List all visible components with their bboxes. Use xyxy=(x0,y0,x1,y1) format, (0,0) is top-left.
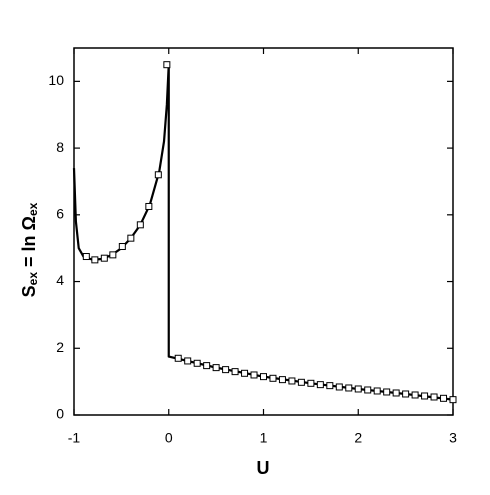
y-tick-label: 2 xyxy=(56,339,64,355)
marker xyxy=(203,362,211,370)
marker xyxy=(127,234,135,242)
marker xyxy=(260,373,267,381)
marker xyxy=(449,396,457,404)
marker xyxy=(100,254,108,262)
marker xyxy=(222,366,230,374)
y-tick-label: 8 xyxy=(56,139,64,155)
marker xyxy=(174,354,182,362)
marker xyxy=(82,253,90,261)
marker xyxy=(411,391,419,399)
marker xyxy=(316,381,324,389)
marker xyxy=(307,379,315,387)
x-tick-label: 0 xyxy=(165,430,173,446)
y-title-sub: ex xyxy=(26,202,40,216)
marker xyxy=(440,394,448,402)
marker xyxy=(430,393,438,401)
y-title-part: = ln Ω xyxy=(19,216,39,272)
marker xyxy=(212,364,220,372)
marker xyxy=(335,383,343,391)
x-axis-title: U xyxy=(257,458,270,478)
marker xyxy=(402,390,410,398)
marker xyxy=(136,221,144,229)
marker xyxy=(231,368,239,376)
marker xyxy=(383,388,391,396)
x-tick-label: 2 xyxy=(354,430,362,446)
marker xyxy=(421,392,429,400)
marker xyxy=(288,377,296,385)
marker xyxy=(109,251,117,259)
y-tick-label: 0 xyxy=(56,406,64,422)
marker xyxy=(145,202,153,210)
marker xyxy=(297,378,305,386)
marker xyxy=(184,357,192,365)
marker xyxy=(278,376,286,384)
x-tick-label: -1 xyxy=(68,430,81,446)
marker xyxy=(326,382,334,390)
y-axis-title: Sex = ln Ωex xyxy=(19,202,40,297)
marker xyxy=(163,61,171,69)
y-tick-label: 4 xyxy=(56,272,64,288)
data-line xyxy=(72,63,454,401)
marker xyxy=(373,387,381,395)
x-tick-label: 3 xyxy=(449,430,457,446)
marker xyxy=(269,374,277,382)
y-title-sub: ex xyxy=(26,272,40,286)
marker xyxy=(118,243,126,251)
y-title-part: S xyxy=(19,285,39,297)
marker xyxy=(241,369,249,377)
x-tick-label: 1 xyxy=(260,430,268,446)
y-tick-label: 6 xyxy=(56,206,64,222)
plot-frame xyxy=(73,47,454,416)
marker xyxy=(193,359,201,367)
marker xyxy=(354,385,362,393)
marker xyxy=(250,371,258,379)
marker xyxy=(154,171,162,179)
marker xyxy=(91,256,99,264)
marker xyxy=(364,386,372,394)
marker xyxy=(345,384,353,392)
y-tick-label: 10 xyxy=(48,72,64,88)
marker xyxy=(392,389,400,397)
